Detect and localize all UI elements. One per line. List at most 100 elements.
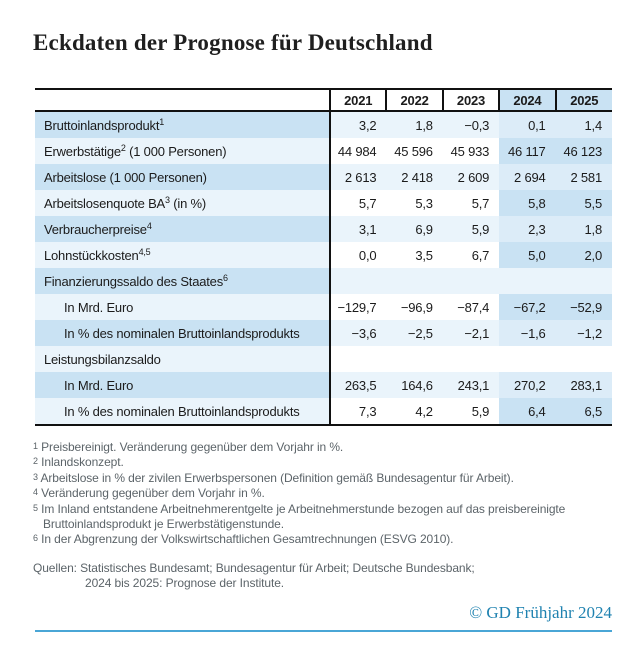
value-cell: 0,0: [329, 242, 387, 268]
value-cell: 5,9: [442, 216, 500, 242]
value-cell: 2,3: [499, 216, 556, 242]
row-label: In Mrd. Euro: [35, 294, 331, 320]
row-label-text: Erwerbstätige: [44, 143, 121, 159]
row-label-suffix: (1 000 Personen): [125, 143, 227, 159]
footnote-marker: 5: [33, 502, 38, 513]
row-label-text: In % des nominalen Bruttoinlandsprodukts: [64, 325, 300, 341]
table-row: Leistungsbilanzsaldo: [35, 346, 612, 372]
footer-rule: [35, 630, 612, 632]
forecast-table: 2021 2022 2023 2024 2025 Bruttoinlandsproduk…: [35, 88, 612, 426]
sources: Quellen: Statistisches Bundesamt; Bundes…: [33, 561, 615, 592]
table-row: In % des nominalen Bruttoinlandsprodukts…: [35, 398, 612, 426]
footnote-text: Im Inland entstandene Arbeitnehmerentgel…: [37, 501, 566, 532]
value-cell: 6,4: [499, 398, 556, 426]
section-label: Leistungsbilanzsaldo: [35, 346, 331, 372]
year-column-header: 2024: [498, 88, 556, 112]
value-cell: 1,4: [555, 111, 612, 138]
footnote-list: 1 Preisbereinigt. Veränderung gegenüber …: [33, 440, 615, 548]
value-cell: 263,5: [329, 372, 387, 398]
table-row: In Mrd. Euro −129,7 −96,9 −87,4 −67,2 −52,9: [35, 294, 612, 320]
table-row: Verbraucherpreise4 3,1 6,9 5,9 2,3 1,8: [35, 216, 612, 242]
value-cell: [329, 346, 387, 372]
row-label: Arbeitslosenquote BA3 (in %): [35, 190, 331, 216]
value-cell: −2,5: [386, 320, 443, 346]
footnote: 3 Arbeitslose in % der zivilen Erwerbspe…: [33, 471, 615, 486]
value-cell: 243,1: [442, 372, 500, 398]
value-cell: 7,3: [329, 398, 387, 426]
sources-line-1: Quellen: Statistisches Bundesamt; Bundes…: [33, 560, 475, 575]
value-cell: 0,1: [499, 111, 556, 138]
table-header: 2021 2022 2023 2024 2025: [35, 88, 612, 112]
value-cell: 5,0: [499, 242, 556, 268]
value-cell: −3,6: [329, 320, 387, 346]
footnote-marker: 6: [33, 533, 38, 544]
row-label: Arbeitslose (1 000 Personen): [35, 164, 331, 190]
value-cell: [555, 268, 612, 294]
table-row: Lohnstückkosten4,5 0,0 3,5 6,7 5,0 2,0: [35, 242, 612, 268]
footnote: 1 Preisbereinigt. Veränderung gegenüber …: [33, 440, 615, 455]
value-cell: −2,1: [442, 320, 500, 346]
row-label-text: Arbeitslose (1 000 Personen): [44, 169, 207, 185]
table-row: In Mrd. Euro 263,5 164,6 243,1 270,2 283,1: [35, 372, 612, 398]
value-cell: 5,7: [442, 190, 500, 216]
value-cell: 44 984: [329, 138, 387, 164]
row-label: Verbraucherpreise4: [35, 216, 331, 242]
row-label-text: In Mrd. Euro: [64, 299, 134, 315]
footnote-reference: 1: [159, 116, 165, 127]
value-cell: −67,2: [499, 294, 556, 320]
year-column-header: 2021: [329, 88, 387, 112]
row-label: In % des nominalen Bruttoinlandsprodukts: [35, 320, 331, 346]
value-cell: 46 123: [555, 138, 612, 164]
value-cell: 283,1: [555, 372, 612, 398]
value-cell: 5,5: [555, 190, 612, 216]
footnote-text: Inlandskonzept.: [37, 455, 124, 470]
forecast-table-wrap: 2021 2022 2023 2024 2025 Bruttoinlandsproduk…: [35, 88, 612, 426]
row-label-text: In Mrd. Euro: [64, 377, 134, 393]
value-cell: 6,9: [386, 216, 443, 242]
table-row: In % des nominalen Bruttoinlandsprodukts…: [35, 320, 612, 346]
value-cell: 6,5: [555, 398, 612, 426]
row-label-text: Finanzierungssaldo des Staates: [44, 273, 224, 289]
row-label: Erwerbstätige2 (1 000 Personen): [35, 138, 331, 164]
footnote: 5 Im Inland entstandene Arbeitnehmerentg…: [33, 502, 615, 533]
table-row: Erwerbstätige2 (1 000 Personen) 44 984 45 …: [35, 138, 612, 164]
value-cell: 2 581: [555, 164, 612, 190]
value-cell: 4,2: [386, 398, 443, 426]
row-label: Bruttoinlandsprodukt1: [35, 111, 331, 138]
value-cell: −129,7: [329, 294, 387, 320]
value-cell: −52,9: [555, 294, 612, 320]
value-cell: 2 613: [329, 164, 387, 190]
footnote-text: Arbeitslose in % der zivilen Erwerbspers…: [37, 470, 514, 485]
row-label-text: Leistungsbilanzsaldo: [44, 351, 161, 367]
table-row: Arbeitslosenquote BA3 (in %) 5,7 5,3 5,7 5,8…: [35, 190, 612, 216]
year-column-header: 2022: [385, 88, 443, 112]
value-cell: 2 418: [386, 164, 443, 190]
sources-line-2: 2024 bis 2025: Prognose der Institute.: [85, 576, 285, 591]
value-cell: 3,1: [329, 216, 387, 242]
footnote-reference: 2: [120, 142, 126, 153]
footnote: 4 Veränderung gegenüber dem Vorjahr in %…: [33, 486, 615, 501]
value-cell: 3,5: [386, 242, 443, 268]
row-label: Lohnstückkosten4,5: [35, 242, 331, 268]
value-cell: −1,6: [499, 320, 556, 346]
footnote-text: Veränderung gegenüber dem Vorjahr in %.: [37, 486, 265, 501]
footnote-marker: 3: [33, 471, 38, 482]
row-label-text: Arbeitslosenquote BA: [44, 195, 166, 211]
section-label: Finanzierungssaldo des Staates6: [35, 268, 331, 294]
footnote-reference: 6: [223, 272, 228, 283]
row-label-text: In % des nominalen Bruttoinlandsprodukts: [64, 403, 300, 419]
value-cell: 5,9: [442, 398, 500, 426]
value-cell: 5,3: [386, 190, 443, 216]
copyright: © GD Frühjahr 2024: [469, 603, 612, 622]
row-label-text: Bruttoinlandsprodukt: [44, 117, 160, 133]
value-cell: 5,7: [329, 190, 387, 216]
footnote-reference: 4: [146, 220, 152, 231]
value-cell: 3,2: [329, 111, 387, 138]
footnote-text: In der Abgrenzung der Volkswirtschaftlic…: [37, 532, 454, 547]
value-cell: 45 596: [386, 138, 443, 164]
value-cell: [442, 268, 500, 294]
table-row: Arbeitslose (1 000 Personen) 2 613 2 418 2 …: [35, 164, 612, 190]
value-cell: [499, 346, 556, 372]
footnote-reference: 3: [165, 194, 170, 205]
value-cell: −87,4: [442, 294, 500, 320]
